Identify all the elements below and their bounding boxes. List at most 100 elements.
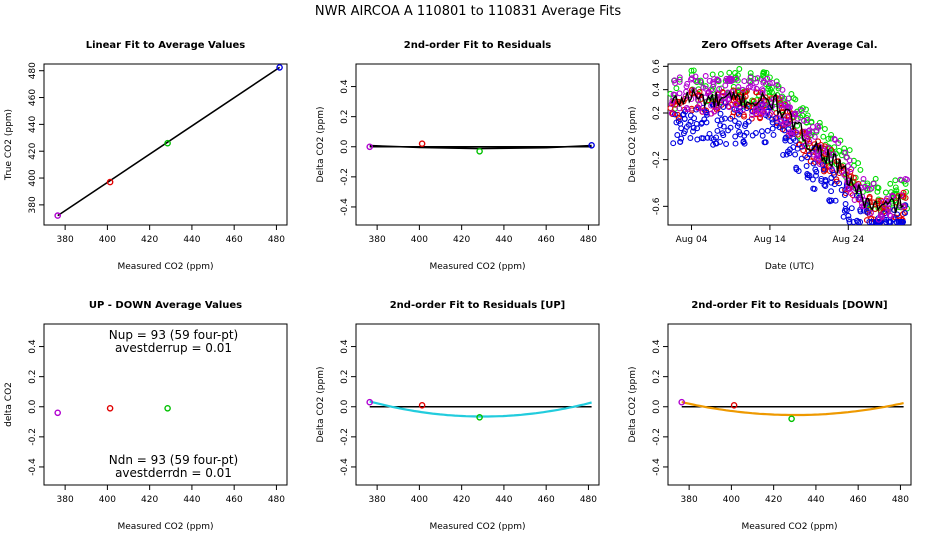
data-point (780, 151, 787, 158)
data-point (806, 138, 813, 145)
quadratic-fit-curve (681, 401, 904, 417)
data-point (588, 141, 595, 149)
plot-frame (667, 323, 912, 486)
data-point (851, 197, 858, 203)
data-point (753, 89, 760, 96)
data-point (785, 126, 792, 133)
data-point (825, 135, 832, 142)
data-point (676, 90, 683, 97)
x-tick-label: 420 (141, 235, 158, 245)
data-point (792, 151, 799, 158)
data-point (676, 76, 683, 83)
plot-frame (43, 63, 288, 226)
data-point (798, 155, 805, 162)
y-tick-label: 420 (28, 142, 38, 159)
data-point (758, 128, 765, 135)
x-tick-label: 400 (411, 235, 428, 245)
x-tick-label: 460 (538, 495, 555, 505)
data-point (672, 101, 679, 108)
x-tick-label: 480 (580, 495, 597, 505)
data-point (817, 161, 823, 168)
data-point (782, 134, 789, 141)
chart-title: UP - DOWN Average Values (89, 300, 242, 311)
data-point (276, 64, 283, 71)
data-point (714, 127, 721, 134)
y-axis-label: Delta CO2 (ppm) (316, 366, 326, 442)
data-point (806, 130, 813, 137)
data-point (882, 189, 889, 196)
data-point (766, 80, 773, 87)
x-tick-label: 480 (580, 235, 597, 245)
data-point (769, 125, 776, 132)
y-tick-label: -0.2 (340, 428, 350, 446)
data-point (848, 205, 855, 212)
data-point (846, 147, 853, 154)
x-tick-label: 420 (453, 235, 470, 245)
data-point (828, 188, 835, 195)
data-point (727, 124, 734, 131)
y-tick-label: 0.0 (340, 139, 350, 154)
data-point (870, 180, 877, 187)
x-tick-label: 440 (183, 495, 200, 505)
data-point (860, 176, 867, 182)
data-point (782, 100, 789, 107)
data-point (814, 153, 821, 160)
data-point (708, 135, 715, 142)
data-point (804, 116, 811, 123)
y-tick-label: -0.4 (28, 458, 38, 476)
data-point (857, 219, 864, 225)
data-point (747, 79, 754, 86)
x-tick-label: Aug 14 (754, 235, 786, 245)
data-point (721, 99, 728, 106)
data-point (831, 181, 838, 188)
data-point (720, 123, 727, 130)
data-point (885, 205, 892, 212)
data-point (726, 104, 733, 111)
data-point (753, 79, 760, 86)
data-point (749, 132, 756, 139)
data-point (886, 212, 893, 219)
x-tick-label: 480 (268, 495, 285, 505)
plot-frame (355, 323, 600, 486)
data-point (874, 188, 881, 195)
data-point (791, 110, 798, 117)
data-point (366, 398, 374, 406)
x-tick-label: 380 (57, 235, 74, 245)
data-point (774, 82, 781, 88)
data-point (781, 95, 788, 102)
y-tick-label: 480 (28, 62, 38, 79)
data-point (828, 131, 835, 138)
series-0 (667, 66, 911, 218)
data-point (904, 176, 910, 183)
data-point (810, 160, 817, 167)
data-point (708, 86, 715, 93)
data-point (845, 216, 852, 223)
data-point (868, 210, 874, 216)
data-point (54, 409, 62, 417)
data-point (760, 69, 767, 76)
data-point (775, 115, 782, 122)
x-tick-label: 380 (681, 495, 698, 505)
data-point (752, 105, 759, 112)
data-point (832, 197, 839, 204)
chart-p4: UP - DOWN Average Values 380 400 420 440 460 4… (4, 300, 288, 532)
data-point (757, 114, 764, 121)
data-point (726, 69, 733, 76)
data-point (847, 168, 854, 175)
data-point (684, 80, 691, 87)
x-tick-label: 420 (765, 495, 782, 505)
data-point (854, 217, 860, 224)
data-point (739, 86, 746, 93)
data-point (673, 85, 680, 92)
data-point (822, 178, 829, 185)
data-point (694, 105, 701, 112)
chart-title: Zero Offsets After Average Cal. (701, 40, 877, 51)
data-point (805, 128, 812, 135)
data-point (767, 110, 774, 117)
chart-title: Linear Fit to Average Values (86, 40, 246, 51)
x-tick-label: 440 (495, 235, 512, 245)
y-tick-label: 0.0 (652, 399, 662, 414)
data-point (675, 114, 682, 121)
y-tick-label: 0.2 (28, 369, 38, 383)
data-point (759, 132, 766, 139)
